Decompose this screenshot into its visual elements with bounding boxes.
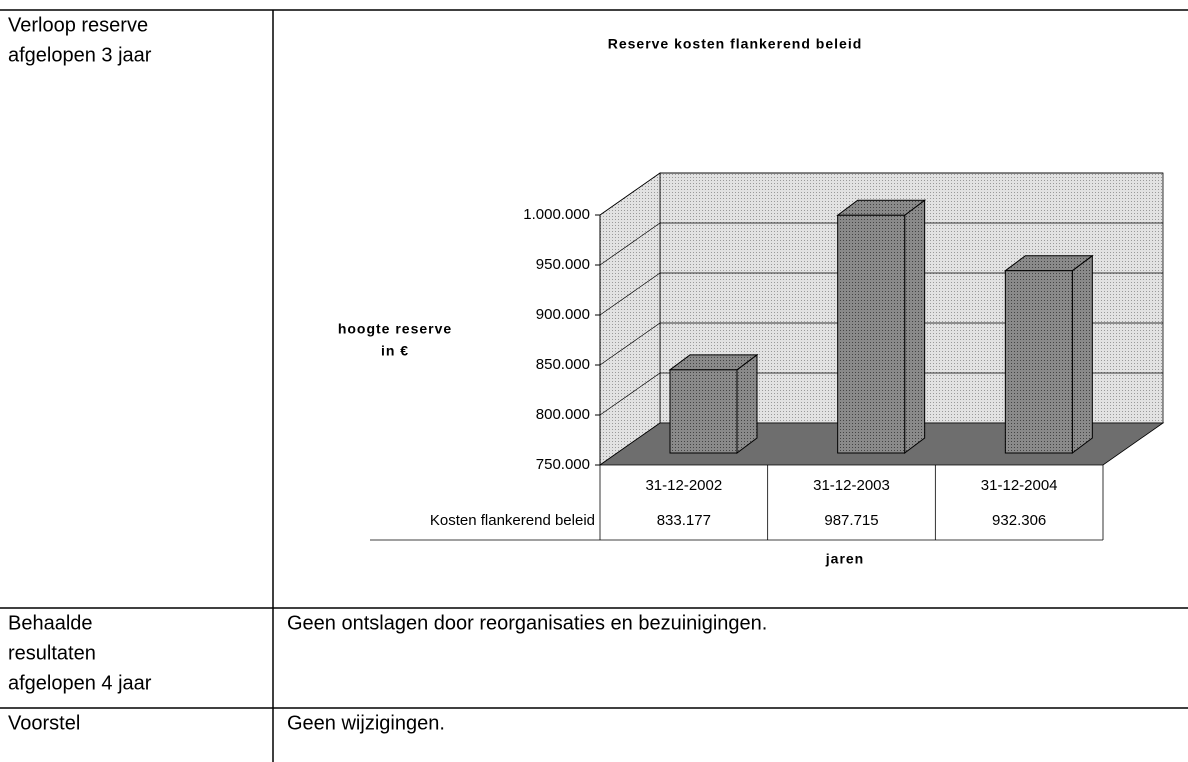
bar [836, 199, 927, 454]
grid-line [599, 172, 1163, 216]
data-label: 833.177 [657, 512, 711, 529]
y-axis-label: hoogte reserve [338, 321, 452, 337]
bar-front [1004, 270, 1073, 454]
row-label: resultaten [8, 642, 96, 664]
grid-line [599, 322, 1163, 366]
bar [1003, 254, 1094, 454]
y-tick-label: 1.000.000 [523, 206, 590, 223]
bar-side [904, 199, 926, 454]
y-tick-label: 950.000 [536, 256, 590, 273]
x-tick-label: 31-12-2002 [645, 477, 722, 494]
x-tick-label: 31-12-2003 [813, 477, 890, 494]
bar-front [837, 214, 906, 454]
chart-title: Reserve kosten flankerend beleid [608, 36, 863, 52]
row-label: Verloop reserve [8, 14, 148, 36]
x-tick-label: 31-12-2004 [981, 477, 1058, 494]
grid-line [599, 222, 1163, 266]
data-label: 932.306 [992, 512, 1046, 529]
table-lines [0, 9, 1188, 762]
legend-label: Kosten flankerend beleid [430, 512, 595, 529]
row-label: Voorstel [8, 712, 80, 734]
grid-line [599, 372, 1163, 416]
row-text: Geen wijzigingen. [287, 712, 445, 734]
y-axis-label: in € [381, 343, 409, 359]
y-tick-label: 850.000 [536, 356, 590, 373]
data-label: 987.715 [824, 512, 878, 529]
bar-front [669, 369, 738, 454]
row-label: afgelopen 3 jaar [8, 44, 152, 66]
bar-side [736, 353, 758, 454]
bar [668, 353, 759, 454]
side-wall [599, 172, 661, 466]
x-axis-label: jaren [825, 551, 864, 567]
y-tick-label: 900.000 [536, 306, 590, 323]
row-label: afgelopen 4 jaar [8, 672, 152, 694]
grid-line [599, 272, 1163, 316]
row-text: Geen ontslagen door reorganisaties en be… [287, 612, 767, 634]
row-label: Behaalde [8, 612, 93, 634]
y-tick-label: 750.000 [536, 456, 590, 473]
chart: Reserve kosten flankerend beleid 750.000 8… [338, 36, 1165, 567]
y-tick-label: 800.000 [536, 406, 590, 423]
bar-side [1071, 254, 1093, 454]
